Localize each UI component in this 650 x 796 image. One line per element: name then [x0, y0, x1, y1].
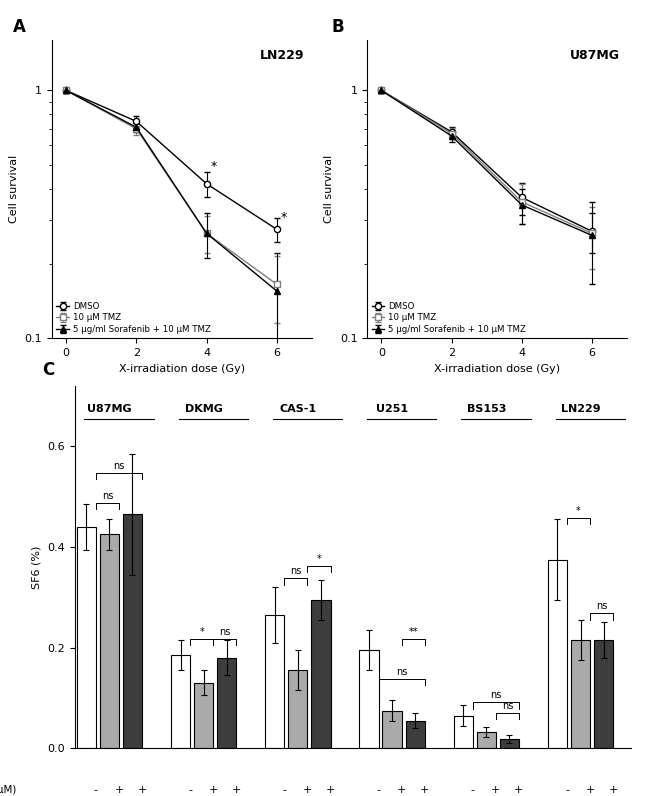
Bar — [359, 650, 378, 748]
Text: ns: ns — [219, 626, 231, 637]
Text: -: - — [188, 785, 192, 795]
Text: +: + — [586, 785, 595, 795]
Text: U87MG: U87MG — [87, 404, 132, 414]
Text: LN229: LN229 — [561, 404, 601, 414]
Text: *: * — [200, 626, 204, 637]
Text: +: + — [137, 785, 147, 795]
Text: LN229: LN229 — [260, 49, 304, 62]
Bar — [288, 670, 307, 748]
Bar — [406, 720, 424, 748]
Bar — [454, 716, 473, 748]
Text: +: + — [397, 785, 406, 795]
Text: TMZ (10 μM): TMZ (10 μM) — [0, 785, 16, 795]
Text: *: * — [317, 554, 321, 564]
Text: +: + — [491, 785, 500, 795]
Text: +: + — [303, 785, 312, 795]
Text: ns: ns — [596, 602, 607, 611]
Text: -: - — [94, 785, 98, 795]
Text: B: B — [332, 18, 344, 37]
Bar — [500, 739, 519, 748]
Bar — [265, 615, 284, 748]
Bar — [476, 732, 496, 748]
Text: +: + — [608, 785, 618, 795]
Text: C: C — [42, 361, 55, 380]
Bar — [382, 711, 402, 748]
Text: ns: ns — [396, 667, 408, 677]
Bar — [171, 655, 190, 748]
Y-axis label: SF6 (%): SF6 (%) — [32, 545, 42, 589]
Text: A: A — [13, 18, 26, 37]
Text: -: - — [565, 785, 569, 795]
Text: *: * — [576, 505, 581, 516]
Bar — [99, 534, 119, 748]
Text: **: ** — [408, 626, 418, 637]
Bar — [123, 514, 142, 748]
Legend: DMSO, 10 μM TMZ, 5 μg/ml Sorafenib + 10 μM TMZ: DMSO, 10 μM TMZ, 5 μg/ml Sorafenib + 10 … — [57, 302, 211, 334]
Text: ns: ns — [113, 461, 125, 470]
Text: U251: U251 — [376, 404, 408, 414]
Bar — [594, 640, 613, 748]
Text: +: + — [209, 785, 218, 795]
Text: ns: ns — [502, 700, 513, 711]
Bar — [77, 527, 96, 748]
Text: *: * — [281, 211, 287, 224]
Bar — [217, 657, 237, 748]
Text: -: - — [471, 785, 474, 795]
Text: *: * — [211, 160, 217, 173]
Text: ns: ns — [290, 566, 302, 576]
Text: ns: ns — [490, 690, 502, 700]
Text: +: + — [420, 785, 430, 795]
Text: +: + — [326, 785, 335, 795]
Text: BS153: BS153 — [467, 404, 506, 414]
Text: +: + — [514, 785, 524, 795]
Text: -: - — [376, 785, 381, 795]
Bar — [311, 600, 330, 748]
Text: ns: ns — [102, 491, 113, 501]
X-axis label: X-irradiation dose (Gy): X-irradiation dose (Gy) — [119, 364, 245, 373]
Text: DKMG: DKMG — [185, 404, 222, 414]
Text: U87MG: U87MG — [569, 49, 619, 62]
Bar — [548, 560, 567, 748]
Text: CAS-1: CAS-1 — [280, 404, 317, 414]
Y-axis label: Cell survival: Cell survival — [324, 155, 334, 223]
Y-axis label: Cell survival: Cell survival — [9, 155, 19, 223]
Bar — [571, 640, 590, 748]
Text: +: + — [114, 785, 124, 795]
Legend: DMSO, 10 μM TMZ, 5 μg/ml Sorafenib + 10 μM TMZ: DMSO, 10 μM TMZ, 5 μg/ml Sorafenib + 10 … — [372, 302, 526, 334]
Text: +: + — [231, 785, 241, 795]
Bar — [194, 683, 213, 748]
X-axis label: X-irradiation dose (Gy): X-irradiation dose (Gy) — [434, 364, 560, 373]
Text: -: - — [282, 785, 287, 795]
